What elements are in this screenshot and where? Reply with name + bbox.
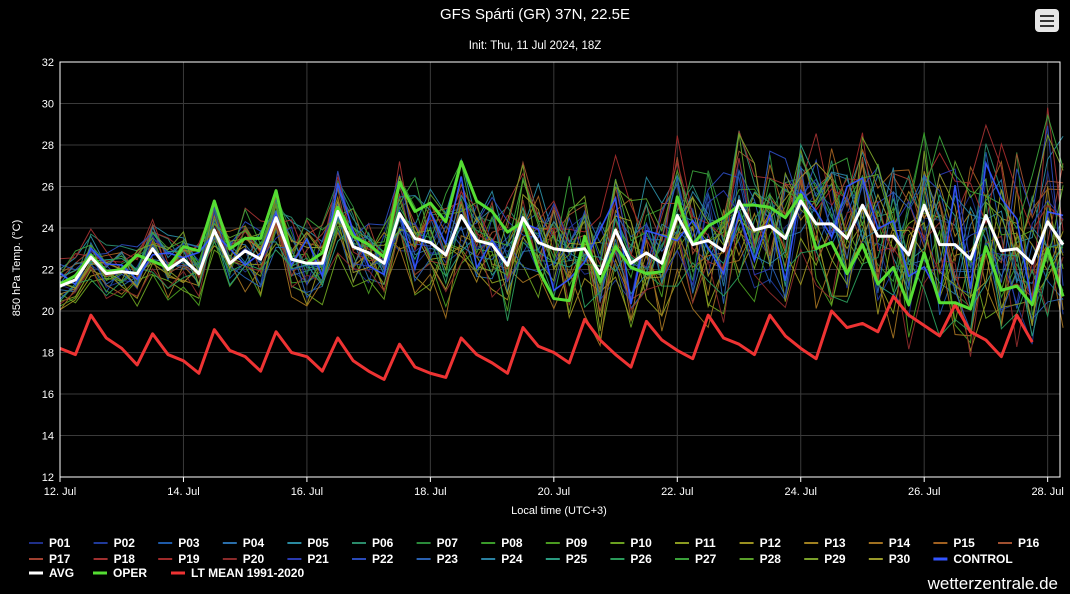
legend-item-p11[interactable]: P11 bbox=[695, 536, 716, 550]
series-line-avg bbox=[59, 199, 1065, 288]
y-tick-label: 30 bbox=[42, 99, 54, 111]
legend: P01 P02 P03 P04 P05 P06 P07 P08 P09 P10 P11 P12 P13 P… bbox=[29, 536, 1040, 580]
legend-item-p24[interactable]: P24 bbox=[501, 552, 523, 566]
x-tick-label: 12. Jul bbox=[44, 486, 76, 498]
legend-item-p04[interactable]: P04 bbox=[243, 536, 265, 550]
legend-item-p08[interactable]: P08 bbox=[501, 536, 523, 550]
legend-item-p16[interactable]: P16 bbox=[1018, 536, 1040, 550]
legend-item-p06[interactable]: P06 bbox=[372, 536, 394, 550]
legend-item-p13[interactable]: P13 bbox=[824, 536, 846, 550]
legend-item-p17[interactable]: P17 bbox=[49, 552, 71, 566]
y-tick-label: 16 bbox=[42, 389, 54, 401]
legend-item-oper[interactable]: OPER bbox=[113, 566, 147, 580]
series-line-oper bbox=[59, 160, 1065, 311]
y-tick-label: 18 bbox=[42, 348, 54, 360]
plot-frame bbox=[59, 61, 1061, 478]
y-tick-label: 24 bbox=[42, 223, 54, 235]
legend-item-lt-mean-1991-2020[interactable]: LT MEAN 1991-2020 bbox=[191, 566, 304, 580]
chart-subtitle: Init: Thu, 11 Jul 2024, 18Z bbox=[468, 40, 602, 52]
x-tick-label: 22. Jul bbox=[661, 486, 693, 498]
y-tick-label: 28 bbox=[42, 140, 54, 152]
series-line-lt-mean-1991-2020 bbox=[59, 294, 1034, 381]
legend-item-p05[interactable]: P05 bbox=[307, 536, 329, 550]
legend-item-p19[interactable]: P19 bbox=[178, 552, 200, 566]
legend-item-p01[interactable]: P01 bbox=[49, 536, 71, 550]
y-axis-label: 850 hPa Temp. (°C) bbox=[11, 220, 23, 317]
y-tick-label: 14 bbox=[42, 431, 54, 443]
legend-item-control[interactable]: CONTROL bbox=[953, 552, 1012, 566]
legend-item-p29[interactable]: P29 bbox=[824, 552, 846, 566]
chart-title: GFS Spárti (GR) 37N, 22.5E bbox=[439, 6, 631, 23]
legend-item-p26[interactable]: P26 bbox=[630, 552, 652, 566]
legend-item-p28[interactable]: P28 bbox=[760, 552, 782, 566]
legend-item-p09[interactable]: P09 bbox=[566, 536, 588, 550]
x-tick-label: 16. Jul bbox=[291, 486, 323, 498]
y-tick-label: 12 bbox=[42, 472, 54, 484]
x-tick-label: 24. Jul bbox=[785, 486, 817, 498]
legend-item-p12[interactable]: P12 bbox=[760, 536, 782, 550]
site-credit: wetterzentrale.de bbox=[927, 574, 1058, 593]
legend-item-p03[interactable]: P03 bbox=[178, 536, 200, 550]
x-tick-label: 20. Jul bbox=[538, 486, 570, 498]
legend-item-p21[interactable]: P21 bbox=[307, 552, 329, 566]
x-tick-label: 28. Jul bbox=[1031, 486, 1063, 498]
legend-item-p18[interactable]: P18 bbox=[114, 552, 136, 566]
y-tick-label: 20 bbox=[42, 306, 54, 318]
legend-item-p02[interactable]: P02 bbox=[114, 536, 136, 550]
x-axis-label: Local time (UTC+3) bbox=[511, 505, 607, 517]
x-tick-label: 26. Jul bbox=[908, 486, 940, 498]
legend-item-p20[interactable]: P20 bbox=[243, 552, 265, 566]
legend-item-p23[interactable]: P23 bbox=[437, 552, 459, 566]
legend-item-p30[interactable]: P30 bbox=[889, 552, 911, 566]
y-tick-label: 32 bbox=[42, 57, 54, 69]
legend-item-avg[interactable]: AVG bbox=[49, 566, 74, 580]
x-tick-label: 18. Jul bbox=[414, 486, 446, 498]
legend-item-p27[interactable]: P27 bbox=[695, 552, 717, 566]
x-tick-label: 14. Jul bbox=[167, 486, 199, 498]
chart-axes: 12 14 16 18 20 22 24 26 28 30 32 12. Jul 14. Jul 16. … bbox=[42, 57, 1064, 498]
legend-item-p14[interactable]: P14 bbox=[889, 536, 911, 550]
legend-item-p25[interactable]: P25 bbox=[566, 552, 588, 566]
legend-item-p15[interactable]: P15 bbox=[953, 536, 975, 550]
legend-item-p22[interactable]: P22 bbox=[372, 552, 394, 566]
legend-item-p10[interactable]: P10 bbox=[630, 536, 652, 550]
menu-icon[interactable] bbox=[1035, 9, 1059, 32]
y-tick-label: 22 bbox=[42, 265, 54, 277]
main-series-lines bbox=[59, 160, 1065, 381]
y-tick-label: 26 bbox=[42, 182, 54, 194]
ensemble-line-p19 bbox=[59, 132, 1064, 276]
ensemble-line-control bbox=[59, 160, 1064, 305]
ensemble-line-p29 bbox=[59, 132, 1064, 307]
legend-item-p07[interactable]: P07 bbox=[437, 536, 459, 550]
ensemble-line-p21 bbox=[59, 166, 1064, 305]
ensemble-line-p26 bbox=[59, 192, 1064, 338]
